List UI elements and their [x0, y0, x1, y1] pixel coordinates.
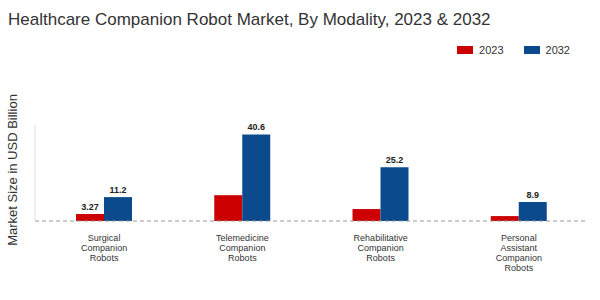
- html-text:2032: 2032: [545, 44, 570, 56]
- svg-text:11.2: 11.2: [109, 185, 126, 195]
- svg-text:3.27: 3.27: [81, 202, 99, 212]
- svg-text:25.2: 25.2: [386, 155, 404, 165]
- html-text:2023: 2023: [479, 44, 504, 56]
- svg-text:8.9: 8.9: [526, 190, 539, 200]
- svg-text:SurgicalCompanionRobots: SurgicalCompanionRobots: [81, 233, 127, 263]
- html-text:Market Size in USD Billion: Market Size in USD Billion: [4, 94, 20, 246]
- svg-text:40.6: 40.6: [247, 122, 265, 132]
- svg-text:PersonalAssistantCompanionRobo: PersonalAssistantCompanionRobots: [496, 233, 542, 273]
- svg-text:TelemedicineCompanionRobots: TelemedicineCompanionRobots: [216, 233, 269, 263]
- html-text:Healthcare Companion Robot Mar: Healthcare Companion Robot Market, By Mo…: [8, 10, 491, 29]
- svg-text:RehabilitativeCompanionRobots: RehabilitativeCompanionRobots: [354, 233, 408, 263]
